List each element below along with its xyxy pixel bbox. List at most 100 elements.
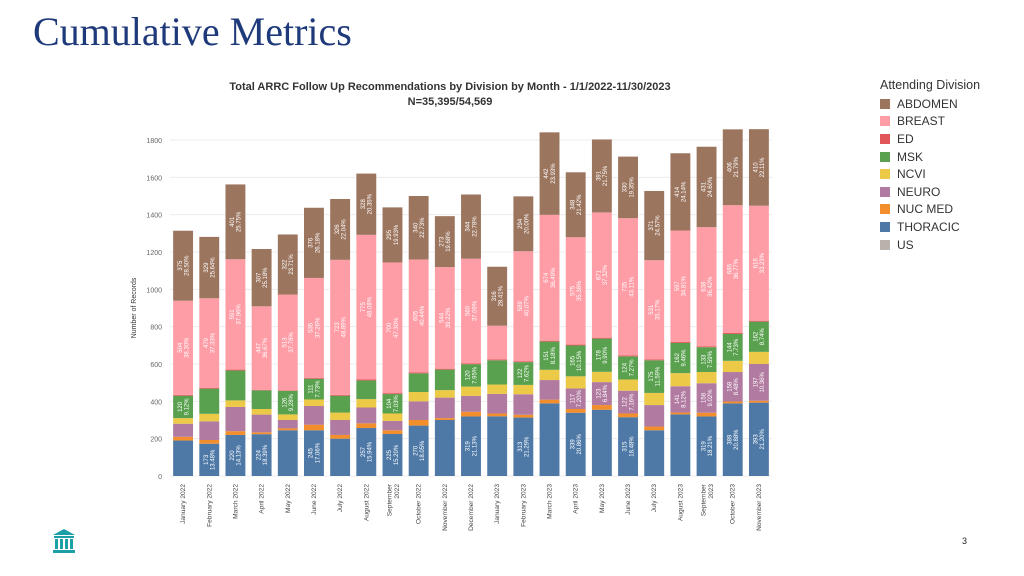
- bar-segment-thoracic: [696, 416, 717, 476]
- bar-segment-ncvi: [565, 376, 586, 389]
- bar-segment-thoracic: [487, 416, 508, 476]
- bar-segment-breast: [330, 259, 351, 395]
- bar-segment-msk: [173, 395, 194, 419]
- data-label: 70047.30%: [387, 317, 400, 338]
- x-tick-label: November 2023: [756, 484, 763, 531]
- data-label: 30725.18%: [256, 267, 269, 288]
- data-label: 1518.18%: [544, 347, 557, 365]
- bar-segment-abdomen: [225, 184, 246, 260]
- bar-segment-breast: [408, 259, 429, 373]
- legend-label: MSK: [897, 149, 924, 164]
- bar-segment-neuro: [382, 420, 403, 431]
- bar-segment-ncvi: [539, 369, 560, 381]
- bar-segment-msk: [199, 388, 220, 414]
- bar-segment-breast: [513, 251, 534, 362]
- data-label: 34422.78%: [466, 216, 479, 237]
- bar-segment-breast: [644, 260, 665, 360]
- bar-segment-abdomen: [644, 190, 665, 261]
- legend-label: THORACIC: [897, 219, 960, 234]
- bar-segment-ed: [591, 337, 612, 339]
- legend-label: BREAST: [897, 114, 946, 129]
- bar-segment-breast: [251, 306, 272, 390]
- bar-segment-nuc-med: [644, 426, 665, 431]
- data-label: 53135.17%: [649, 299, 662, 320]
- data-label: 31921.13%: [466, 435, 479, 456]
- bar-segment-abdomen: [277, 234, 298, 295]
- bar-segment-ed: [330, 394, 351, 396]
- legend-item-ed: ED: [880, 130, 980, 148]
- bar-segment-thoracic: [277, 430, 298, 476]
- bar-segment-breast: [565, 237, 586, 345]
- bar-segment-ncvi: [513, 384, 534, 395]
- data-label: 27319.68%: [440, 231, 453, 252]
- data-label: 31918.21%: [701, 435, 714, 456]
- bar-segment-nuc-med: [618, 413, 638, 418]
- bar-segment-abdomen: [199, 236, 220, 299]
- data-label: 41424.14%: [675, 181, 688, 202]
- y-tick-label: 1800: [146, 138, 162, 145]
- data-label: 37528.50%: [178, 255, 191, 276]
- bar-segment-breast: [670, 230, 691, 342]
- bar-segment-nuc-med: [408, 420, 429, 426]
- data-label: 73543.11%: [623, 276, 636, 297]
- bar-segment-ncvi: [722, 360, 743, 373]
- bar-segment-breast: [173, 300, 194, 395]
- data-label: 1588.48%: [727, 378, 740, 396]
- bar-segment-ncvi: [225, 400, 246, 407]
- bar-segment-msk: [591, 338, 612, 372]
- bar-segment-abdomen: [618, 156, 638, 219]
- bar-segment-thoracic: [513, 417, 534, 476]
- bar-segment-abdomen: [304, 207, 324, 278]
- y-tick-label: 800: [150, 325, 162, 332]
- bar-segment-ncvi: [591, 371, 612, 383]
- bar-segment-msk: [670, 342, 691, 374]
- data-label: 1629.46%: [675, 349, 688, 367]
- bar-segment-neuro: [356, 407, 377, 424]
- data-label: 39121.75%: [597, 165, 610, 186]
- data-label: 1247.27%: [623, 359, 636, 377]
- data-label: 51337.78%: [282, 332, 295, 353]
- legend-item-msk: MSK: [880, 148, 980, 166]
- data-label: 37124.57%: [649, 215, 662, 236]
- legend-item-us: US: [880, 236, 980, 254]
- data-label: 22014.13%: [230, 445, 243, 466]
- data-label: 61633.23%: [754, 252, 767, 273]
- data-label: 59734.81%: [675, 275, 688, 296]
- bar-segment-ed: [565, 344, 586, 346]
- bar-segment-thoracic: [618, 417, 638, 476]
- chart-title: Total ARRC Follow Up Recommendations by …: [229, 81, 671, 93]
- bar-segment-ed: [618, 355, 638, 357]
- x-tick-label: October 2022: [416, 484, 423, 524]
- bar-segment-ed: [225, 369, 246, 371]
- data-label: 31518.48%: [623, 436, 636, 457]
- legend-swatch: [880, 221, 890, 232]
- bar-segment-nuc-med: [696, 412, 717, 417]
- legend-swatch: [880, 133, 890, 144]
- x-tick-label: June 2022: [311, 484, 318, 515]
- bar-segment-thoracic: [565, 412, 586, 476]
- x-tick-label: March 2022: [232, 484, 239, 519]
- bar-segment-breast: [487, 325, 508, 360]
- bar-segment-ncvi: [304, 399, 324, 406]
- chart-title-block: Total ARRC Follow Up Recommendations by …: [200, 80, 700, 110]
- data-label: 1628.74%: [754, 328, 767, 346]
- bar-segment-breast: [591, 212, 612, 338]
- data-label: 38920.88%: [727, 429, 740, 450]
- bar-segment-abdomen: [356, 173, 377, 235]
- data-label: 1177.20%: [570, 390, 583, 408]
- bar-segment-thoracic: [251, 434, 272, 476]
- data-label: 54439.22%: [440, 307, 453, 328]
- bar-segment-neuro: [199, 421, 220, 440]
- bar-segment-breast: [461, 258, 481, 364]
- data-label: 1207.95%: [466, 366, 479, 384]
- y-tick-label: 1400: [146, 213, 162, 220]
- bar-segment-abdomen: [434, 216, 455, 268]
- bar-segment-breast: [199, 298, 220, 388]
- legend-swatch: [880, 204, 890, 215]
- bar-segment-nuc-med: [539, 399, 560, 404]
- bar-segment-abdomen: [330, 198, 351, 260]
- bar-segment-neuro: [513, 394, 534, 415]
- data-label: 1789.90%: [597, 346, 610, 364]
- bar-segment-neuro: [434, 397, 455, 419]
- data-label: 1047.03%: [387, 395, 400, 413]
